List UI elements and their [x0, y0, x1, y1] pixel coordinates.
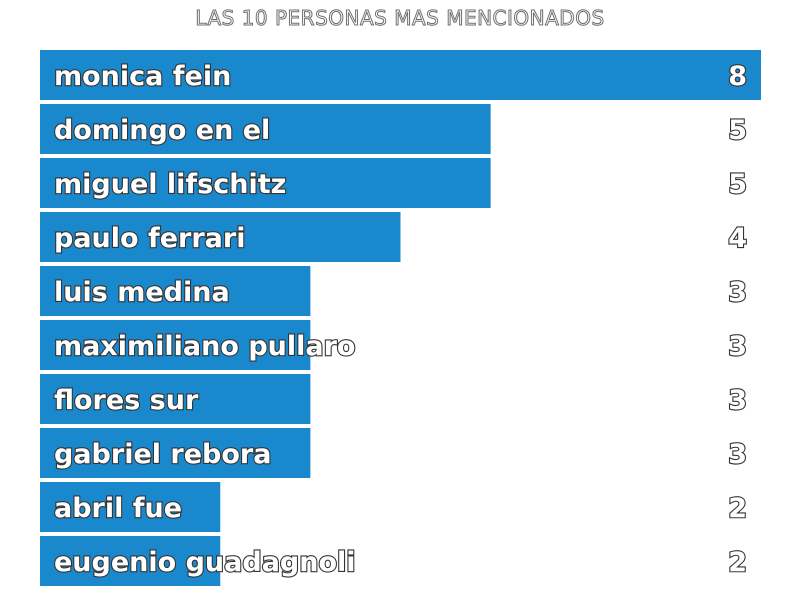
bar-luis-medina: [40, 266, 311, 316]
category-label: abril fue: [54, 493, 182, 524]
bar-miguel-lifschitz: [40, 158, 491, 208]
value-label: 3: [728, 277, 747, 308]
bar-paulo-ferrari: [40, 212, 401, 262]
value-label: 5: [728, 115, 747, 146]
category-label: miguel lifschitz: [54, 169, 286, 200]
category-label: gabriel rebora: [54, 439, 271, 470]
value-label: 2: [728, 493, 747, 524]
bar-flores-sur: [40, 374, 311, 424]
bar-domingo-en-el: [40, 104, 491, 154]
value-label: 3: [728, 385, 747, 416]
category-label: maximiliano pullaro: [54, 331, 355, 362]
value-label: 3: [728, 331, 747, 362]
category-label: flores sur: [54, 385, 199, 416]
value-label: 2: [728, 547, 747, 578]
value-label: 5: [728, 169, 747, 200]
bar-monica-fein: [40, 50, 761, 100]
bar-eugenio-guadagnoli: [40, 536, 221, 586]
bar-maximiliano-pullaro: [40, 320, 311, 370]
category-label: domingo en el: [54, 115, 270, 146]
category-label: eugenio guadagnoli: [54, 547, 356, 578]
value-label: 8: [728, 61, 747, 92]
category-label: paulo ferrari: [54, 223, 245, 254]
value-label: 4: [728, 223, 747, 254]
category-label: monica fein: [54, 61, 231, 92]
bar-abril-fue: [40, 482, 221, 532]
value-label: 3: [728, 439, 747, 470]
category-label: luis medina: [54, 277, 230, 308]
chart-title: LAS 10 PERSONAS MAS MENCIONADOS: [195, 6, 605, 31]
bar-gabriel-rebora: [40, 428, 311, 478]
